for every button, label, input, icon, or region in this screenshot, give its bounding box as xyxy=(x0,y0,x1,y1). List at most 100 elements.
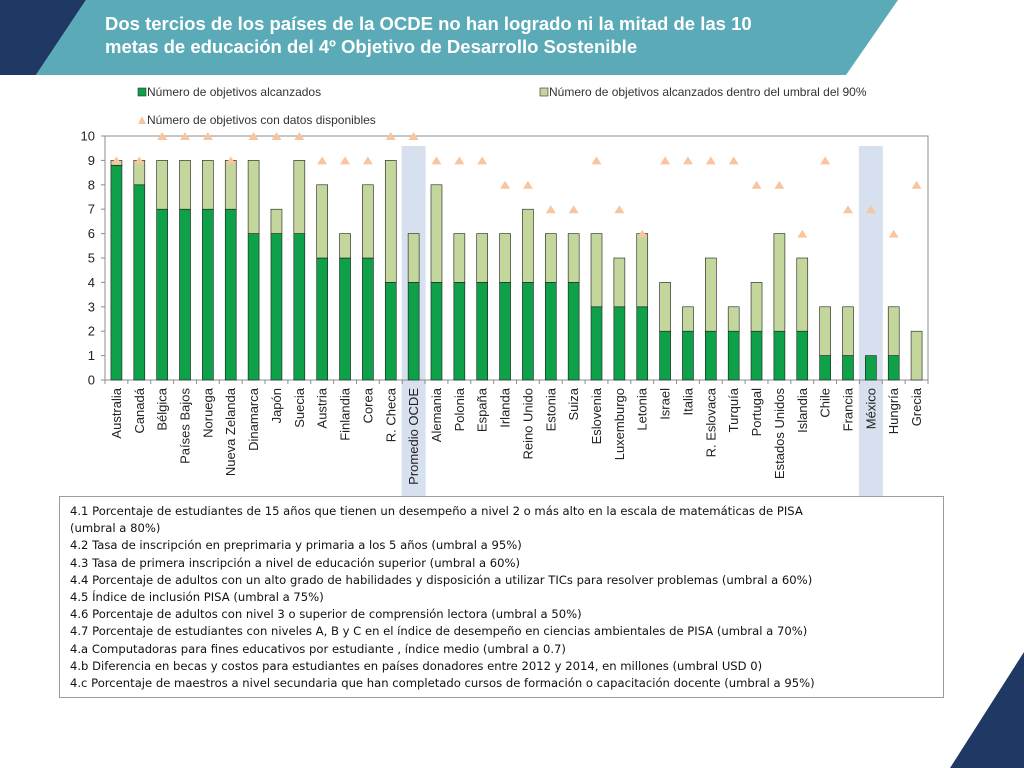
header-teal-band xyxy=(36,0,898,75)
category-label: Alemania xyxy=(429,387,444,442)
bar-within-90 xyxy=(796,257,809,332)
y-tick-label: 10 xyxy=(81,129,95,144)
marker-available xyxy=(225,156,236,165)
category-label: Chile xyxy=(818,388,833,418)
bar-achieved xyxy=(887,355,900,381)
y-tick-label: 1 xyxy=(88,348,95,363)
bar-achieved xyxy=(384,282,397,381)
bar-within-90 xyxy=(384,160,397,283)
marker-available xyxy=(477,156,488,165)
bar-achieved xyxy=(270,233,283,381)
category-label: Grecia xyxy=(909,387,924,426)
bar-achieved xyxy=(499,282,511,381)
bar-within-90 xyxy=(590,233,603,308)
marker-available xyxy=(545,205,556,214)
category-label: Luxemburgo xyxy=(612,388,627,460)
bar-achieved xyxy=(362,257,374,381)
category-label: Corea xyxy=(360,387,375,423)
category-label: R. Eslovaca xyxy=(703,387,718,457)
marker-available xyxy=(614,205,625,214)
bar-within-90 xyxy=(430,184,443,283)
category-label: Noruega xyxy=(200,387,215,438)
category-label: México xyxy=(863,388,878,429)
bar-within-90 xyxy=(499,233,511,283)
category-label: Suiza xyxy=(566,387,581,420)
category-label: Hungría xyxy=(886,387,901,434)
bar-within-90 xyxy=(293,160,306,234)
category-label: Japón xyxy=(269,388,284,423)
bar-within-90 xyxy=(270,208,283,234)
category-label: Letonia xyxy=(635,387,650,430)
bar-achieved xyxy=(796,330,809,381)
bar-achieved xyxy=(316,257,328,381)
bar-within-90 xyxy=(316,184,328,259)
marker-available xyxy=(294,132,305,140)
bar-within-90 xyxy=(842,306,854,356)
marker-available xyxy=(362,156,373,165)
marker-available xyxy=(431,156,442,165)
marker-available xyxy=(751,180,762,189)
marker-available xyxy=(522,180,533,189)
category-label: Eslovenia xyxy=(589,387,604,444)
bar-achieved xyxy=(544,282,557,381)
note-line: 4.3 Tasa de primera inscripción a nivel … xyxy=(70,555,521,570)
bar-within-90 xyxy=(773,233,786,332)
bar-achieved xyxy=(133,184,146,381)
marker-available xyxy=(842,205,853,214)
legend-within-90-swatch xyxy=(539,87,549,97)
marker-available xyxy=(705,156,716,165)
bar-achieved xyxy=(636,306,649,381)
bar-achieved xyxy=(453,282,466,381)
category-label: Estonia xyxy=(543,387,558,431)
category-label: Polonia xyxy=(452,387,467,431)
bar-within-90 xyxy=(339,233,351,259)
footer-navy-corner xyxy=(950,652,1024,768)
marker-available xyxy=(385,132,396,140)
bar-within-90 xyxy=(407,233,420,283)
note-line: 4.7 Porcentaje de estudiantes con nivele… xyxy=(70,624,808,639)
bar-within-90 xyxy=(476,233,489,283)
category-label: Nueva Zelanda xyxy=(223,387,238,476)
bar-achieved xyxy=(522,282,534,381)
y-tick-label: 0 xyxy=(88,373,95,388)
marker-available xyxy=(865,205,876,214)
bar-within-90 xyxy=(705,257,717,332)
bar-achieved xyxy=(156,208,168,381)
marker-available xyxy=(797,229,808,238)
y-tick-label: 4 xyxy=(88,275,95,290)
bar-achieved xyxy=(773,330,786,381)
category-label: Reino Unido xyxy=(520,388,535,460)
marker-available xyxy=(157,132,168,140)
category-label: Francia xyxy=(840,387,855,431)
bar-achieved xyxy=(659,330,671,381)
bar-achieved xyxy=(179,208,191,381)
note-line: 4.b Diferencia en becas y costos para es… xyxy=(70,658,763,673)
marker-available xyxy=(728,156,739,165)
category-label: R. Checa xyxy=(383,387,398,442)
bar-achieved xyxy=(430,282,443,381)
bar-achieved xyxy=(727,330,740,381)
category-label: Bélgica xyxy=(155,387,170,430)
bar-within-90 xyxy=(910,330,923,381)
bar-within-90 xyxy=(819,306,831,356)
bar-within-90 xyxy=(362,184,374,259)
marker-available xyxy=(682,156,693,165)
bar-within-90 xyxy=(522,208,534,283)
bar-within-90 xyxy=(156,160,168,210)
legend-within-90-label: Número de objetivos alcanzados dentro de… xyxy=(549,85,867,99)
header-navy-corner xyxy=(0,0,86,75)
category-label: Turquía xyxy=(726,387,741,432)
bar-within-90 xyxy=(202,160,214,210)
marker-available xyxy=(500,180,511,189)
bar-achieved xyxy=(590,306,603,381)
category-label: Estados Unidos xyxy=(772,388,787,480)
bar-achieved xyxy=(476,282,489,381)
y-tick-label: 5 xyxy=(88,251,95,266)
category-label: Dinamarca xyxy=(246,387,261,451)
marker-available xyxy=(202,132,213,140)
bar-within-90 xyxy=(453,233,466,283)
category-label: Austria xyxy=(315,387,330,428)
note-line: 4.2 Tasa de inscripción en preprimaria y… xyxy=(70,538,522,553)
y-tick-label: 9 xyxy=(88,153,95,168)
